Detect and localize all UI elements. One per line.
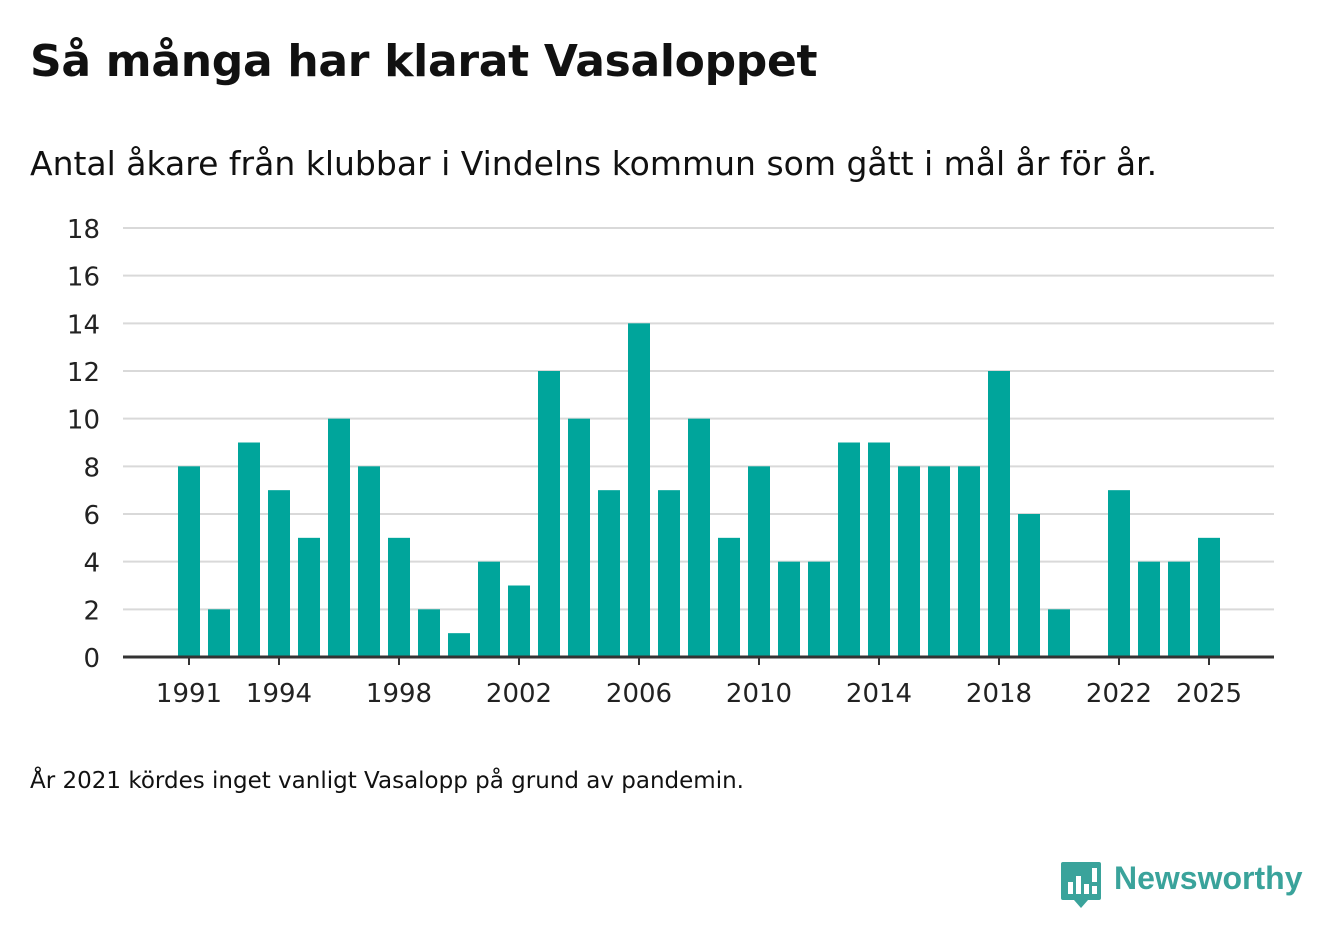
bar-2000[interactable] <box>448 633 470 657</box>
bar-2006[interactable] <box>628 323 650 657</box>
bar-2008[interactable] <box>688 418 710 657</box>
newsworthy-logo-icon <box>1061 862 1101 908</box>
x-tick-label: 1991 <box>156 679 222 709</box>
bar-2007[interactable] <box>658 490 680 657</box>
x-tick-label: 2014 <box>846 679 912 709</box>
bar-2004[interactable] <box>568 418 590 657</box>
bar-2015[interactable] <box>898 466 920 657</box>
axes: 0 2 4 6 8 10 12 14 16 18 1991 1994 1998 2002 2006 2010 2… <box>67 215 1274 709</box>
x-tick-label: 2022 <box>1086 679 1152 709</box>
bar-2001[interactable] <box>478 561 500 657</box>
y-tick-label: 2 <box>83 596 100 626</box>
bar-2020[interactable] <box>1048 609 1070 657</box>
newsworthy-logo-text: Newsworthy <box>1114 860 1303 896</box>
chart-subtitle: Antal åkare från klubbar i Vindelns komm… <box>30 144 1158 183</box>
bar-1999[interactable] <box>418 609 440 657</box>
y-tick-label: 6 <box>83 501 100 531</box>
bar-2014[interactable] <box>868 442 890 658</box>
bar-2010[interactable] <box>748 466 770 657</box>
x-tick-label: 2006 <box>606 679 672 709</box>
newsworthy-logo[interactable]: Newsworthy <box>1060 860 1302 912</box>
y-tick-label: 4 <box>83 549 100 579</box>
bar-1992[interactable] <box>208 609 230 657</box>
bar-1991[interactable] <box>178 466 200 657</box>
x-tick-label: 1998 <box>366 679 432 709</box>
y-tick-label: 16 <box>67 263 100 293</box>
x-tick-label: 2025 <box>1176 679 1242 709</box>
x-tick-label: 1994 <box>246 679 312 709</box>
bar-2017[interactable] <box>958 466 980 657</box>
bar-2005[interactable] <box>598 490 620 657</box>
y-tick-label: 18 <box>67 215 100 245</box>
bar-chart: 0 2 4 6 8 10 12 14 16 18 1991 1994 1998 2002 2006 2010 2… <box>67 215 1274 709</box>
bar-2016[interactable] <box>928 466 950 657</box>
bar-1996[interactable] <box>328 418 350 657</box>
bar-2009[interactable] <box>718 537 740 657</box>
y-tick-label: 14 <box>67 310 100 340</box>
bar-2025[interactable] <box>1198 537 1220 657</box>
bar-1997[interactable] <box>358 466 380 657</box>
bars <box>178 323 1220 657</box>
bar-1995[interactable] <box>298 537 320 657</box>
x-tick-label: 2018 <box>966 679 1032 709</box>
bar-2003[interactable] <box>538 371 560 657</box>
chart-title: Så många har klarat Vasaloppet <box>30 36 818 87</box>
bar-2024[interactable] <box>1168 561 1190 657</box>
bar-2018[interactable] <box>988 371 1010 657</box>
bar-1998[interactable] <box>388 537 410 657</box>
bar-2022[interactable] <box>1108 490 1130 657</box>
y-tick-label: 0 <box>83 644 100 674</box>
y-tick-label: 8 <box>83 453 100 483</box>
bar-2013[interactable] <box>838 442 860 658</box>
bar-1993[interactable] <box>238 442 260 658</box>
bar-1994[interactable] <box>268 490 290 657</box>
bar-2011[interactable] <box>778 561 800 657</box>
bar-2019[interactable] <box>1018 514 1040 657</box>
footnote: År 2021 kördes inget vanligt Vasalopp på… <box>30 768 744 794</box>
y-tick-label: 10 <box>67 406 100 436</box>
bar-2012[interactable] <box>808 561 830 657</box>
y-tick-label: 12 <box>67 358 100 388</box>
x-tick-label: 2010 <box>726 679 792 709</box>
bar-2002[interactable] <box>508 585 530 658</box>
x-tick-label: 2002 <box>486 679 552 709</box>
bar-2023[interactable] <box>1138 561 1160 657</box>
